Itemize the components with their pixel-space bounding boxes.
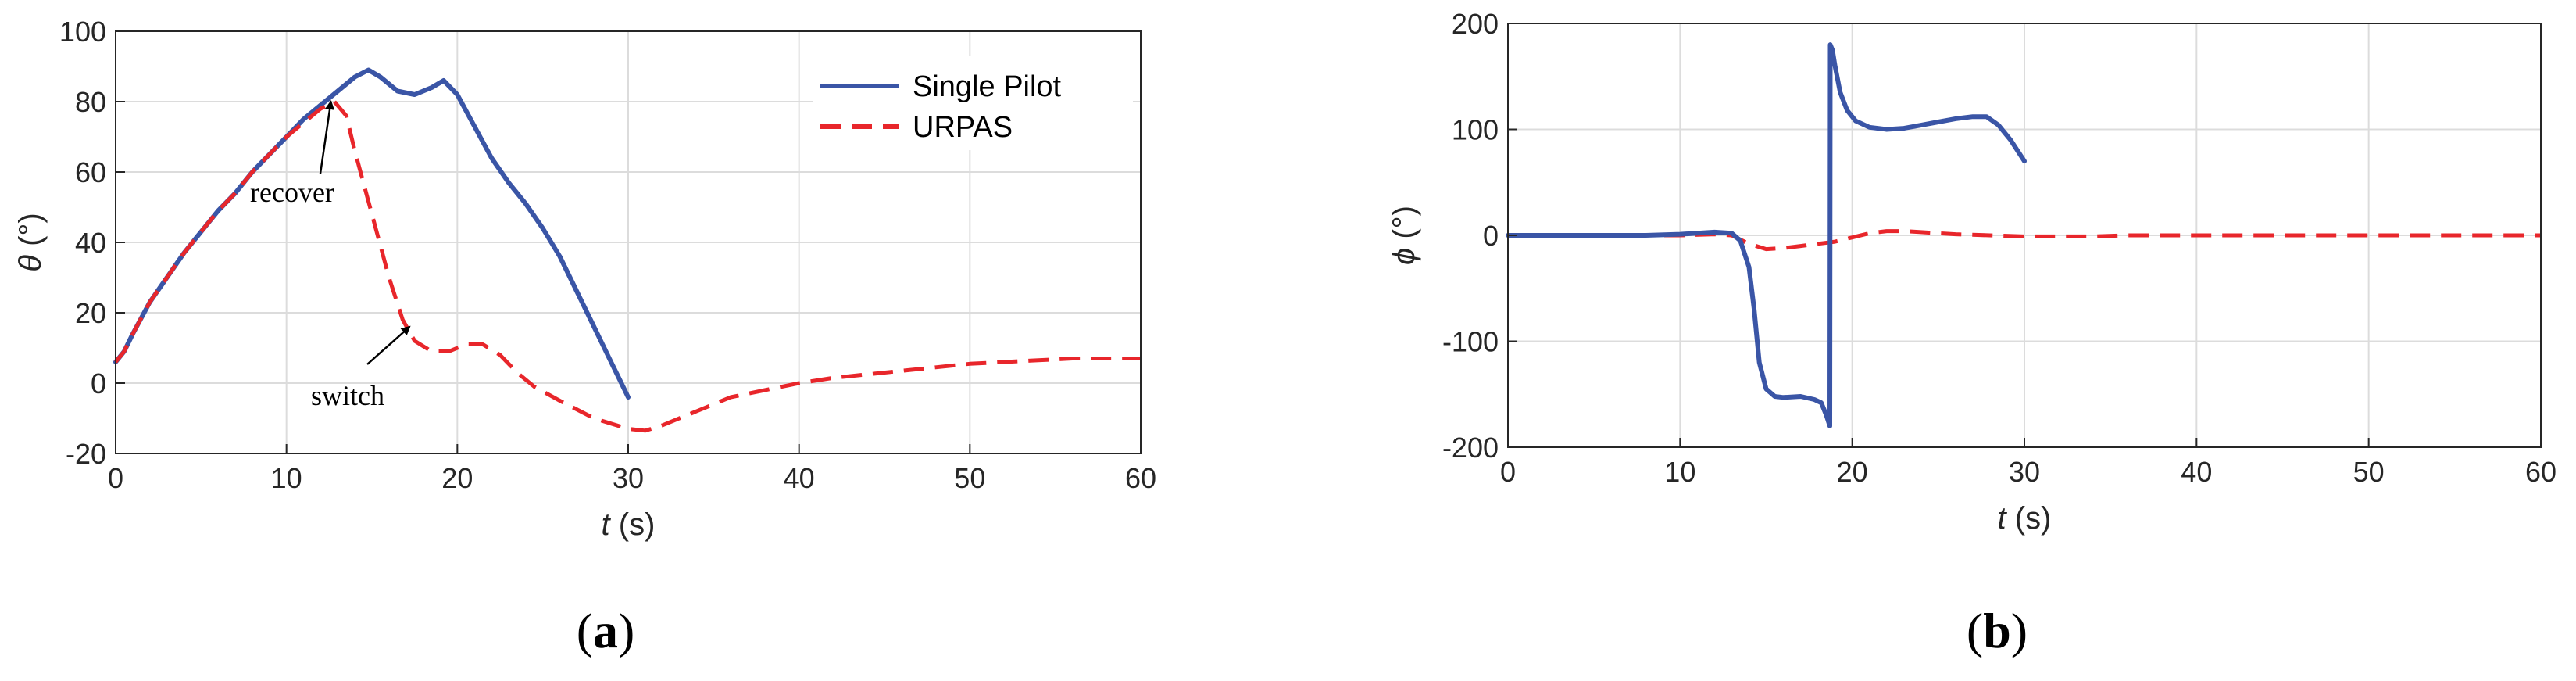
x-tick-labels: 0 10 20 30 40 50 60 bbox=[108, 462, 1156, 494]
y-axis-label: θ (°) bbox=[13, 213, 48, 271]
y-tick-label: 100 bbox=[59, 16, 106, 48]
chart-panel-b: 0 10 20 30 40 50 60 -200 -100 0 100 200 t (s) ϕ (°… bbox=[1387, 8, 2556, 658]
x-tick-label: 10 bbox=[1664, 456, 1695, 488]
y-tick-label: 0 bbox=[91, 367, 106, 400]
panel-label-b: (b) bbox=[1967, 603, 2028, 658]
x-axis-label: t (s) bbox=[1998, 501, 2052, 536]
legend-box bbox=[813, 56, 1133, 150]
y-tick-label: 100 bbox=[1452, 114, 1499, 146]
legend-label-urpas: URPAS bbox=[913, 111, 1013, 144]
x-axis-label: t (s) bbox=[602, 507, 656, 542]
x-tick-label: 20 bbox=[441, 462, 473, 494]
y-tick-labels: -20 0 20 40 60 80 100 bbox=[59, 16, 106, 470]
x-tick-label: 40 bbox=[2181, 456, 2212, 488]
legend-label-single-pilot: Single Pilot bbox=[913, 70, 1062, 103]
x-tick-label: 10 bbox=[271, 462, 302, 494]
x-tick-label: 0 bbox=[1500, 456, 1516, 488]
x-tick-label: 40 bbox=[784, 462, 815, 494]
tick-marks bbox=[1507, 23, 2542, 448]
y-axis-label: ϕ (°) bbox=[1387, 206, 1421, 265]
x-tick-label: 30 bbox=[2009, 456, 2040, 488]
x-tick-labels: 0 10 20 30 40 50 60 bbox=[1500, 456, 2556, 488]
tick-marks bbox=[115, 30, 1142, 454]
y-tick-label: 40 bbox=[75, 227, 106, 259]
x-tick-label: 50 bbox=[954, 462, 985, 494]
x-tick-label: 30 bbox=[613, 462, 644, 494]
y-tick-label: -100 bbox=[1442, 326, 1499, 358]
y-tick-label: 20 bbox=[75, 297, 106, 329]
series-line-single-pilot bbox=[1506, 42, 2027, 428]
y-tick-label: 200 bbox=[1452, 8, 1499, 40]
y-tick-label: 80 bbox=[75, 86, 106, 118]
annotation-recover: recover bbox=[250, 177, 334, 208]
series-group bbox=[1506, 42, 2541, 428]
y-tick-label: -200 bbox=[1442, 432, 1499, 464]
annotations: recover switch bbox=[250, 100, 411, 411]
series-group bbox=[113, 67, 1141, 433]
y-tick-label: 0 bbox=[1483, 220, 1499, 252]
annotation-arrow-switch bbox=[366, 325, 411, 365]
annotation-arrow-recover bbox=[319, 100, 335, 174]
y-tick-label: -20 bbox=[66, 438, 106, 470]
panel-label-a: (a) bbox=[577, 603, 635, 658]
series-line-urpas bbox=[114, 99, 1141, 433]
y-tick-label: 60 bbox=[75, 156, 106, 188]
annotation-switch: switch bbox=[311, 380, 384, 411]
x-tick-label: 60 bbox=[1125, 462, 1156, 494]
x-tick-label: 60 bbox=[2525, 456, 2556, 488]
y-tick-labels: -200 -100 0 100 200 bbox=[1442, 8, 1499, 464]
x-tick-label: 20 bbox=[1837, 456, 1868, 488]
x-tick-label: 50 bbox=[2353, 456, 2385, 488]
x-tick-label: 0 bbox=[108, 462, 123, 494]
legend: Single Pilot URPAS bbox=[813, 56, 1133, 150]
